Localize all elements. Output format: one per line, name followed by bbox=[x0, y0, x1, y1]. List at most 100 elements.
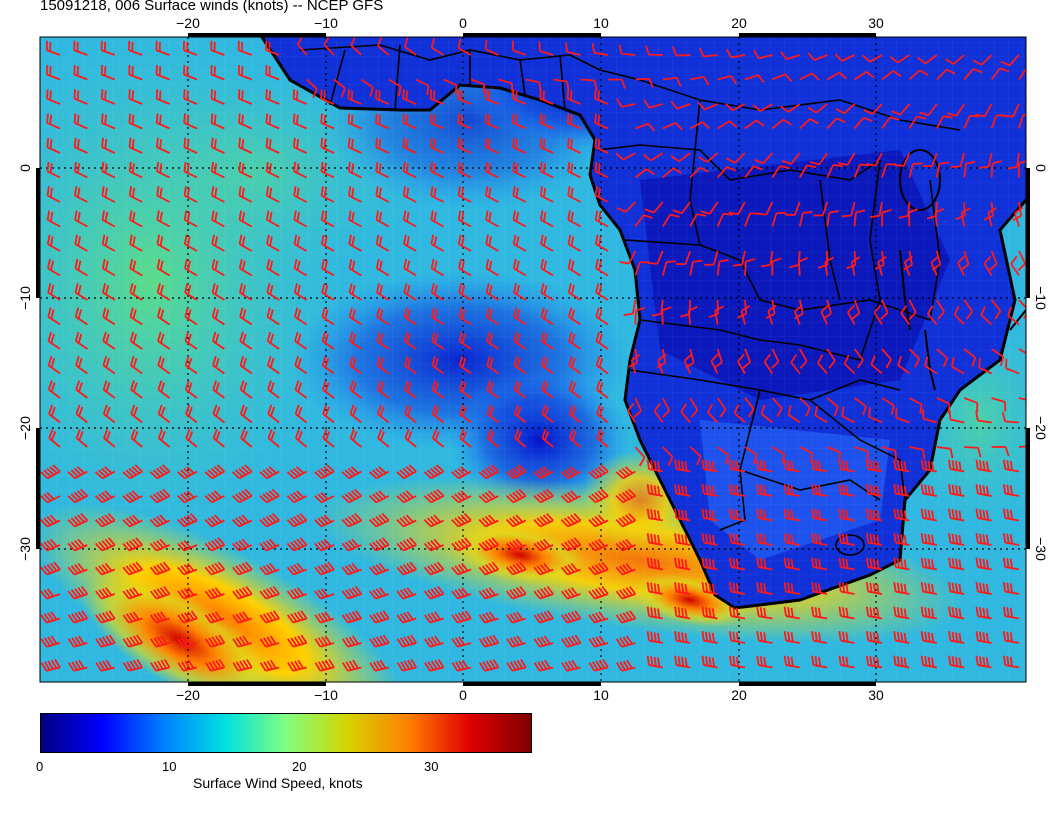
wind-barb bbox=[404, 404, 417, 424]
wind-barb bbox=[680, 403, 691, 424]
wind-barb bbox=[239, 404, 253, 424]
wind-barb bbox=[533, 585, 554, 600]
wind-barb bbox=[102, 404, 116, 424]
frame-bar bbox=[1026, 168, 1030, 298]
axis-labels: −20 −20 −10 −10 0 0 10 10 20 20 30 30 0 0 −10 −10 −20 −20… bbox=[17, 15, 1049, 700]
wind-barb bbox=[514, 428, 527, 448]
wind-barb bbox=[513, 307, 527, 326]
wind-barb bbox=[478, 514, 499, 528]
wind-barb bbox=[486, 404, 499, 424]
wind-barb bbox=[683, 353, 693, 374]
wind-barb bbox=[975, 103, 993, 118]
wind-barb bbox=[424, 635, 444, 648]
wind-barb bbox=[205, 658, 226, 672]
wind-barb bbox=[183, 186, 198, 203]
wind-barb bbox=[184, 258, 198, 277]
wind-barb bbox=[909, 446, 926, 460]
wind-barb bbox=[314, 561, 335, 576]
wind-barb bbox=[342, 659, 362, 672]
wind-barb bbox=[893, 631, 910, 644]
wind-barb bbox=[348, 258, 362, 277]
wind-barb bbox=[293, 186, 308, 203]
wind-barb bbox=[737, 299, 748, 319]
wind-barb bbox=[838, 631, 855, 644]
wind-barb bbox=[900, 304, 911, 326]
wind-barb bbox=[687, 305, 698, 325]
wind-barb bbox=[75, 380, 88, 399]
wind-barb bbox=[934, 207, 945, 227]
wind-barb bbox=[889, 54, 910, 64]
wind-barb bbox=[505, 488, 527, 504]
wind-barb bbox=[74, 307, 88, 326]
wind-barb bbox=[948, 631, 965, 644]
wind-barb bbox=[511, 40, 527, 56]
colorbar-tick: 20 bbox=[292, 759, 307, 774]
lon-tick-label: 10 bbox=[593, 687, 609, 700]
wind-barb bbox=[838, 655, 855, 669]
wind-barb bbox=[321, 356, 335, 375]
wind-barb bbox=[1007, 152, 1020, 170]
wind-barb bbox=[540, 307, 554, 326]
wind-barb bbox=[47, 331, 61, 350]
wind-barb bbox=[920, 582, 937, 595]
wind-barb bbox=[948, 410, 965, 424]
wind-barb bbox=[865, 582, 883, 595]
wind-barb bbox=[204, 464, 226, 480]
wind-barb bbox=[646, 582, 663, 595]
wind-barb bbox=[348, 210, 362, 228]
wind-barb bbox=[177, 540, 198, 552]
wind-barb bbox=[238, 210, 253, 228]
wind-barb bbox=[512, 161, 527, 179]
lon-tick-label: 0 bbox=[459, 687, 467, 700]
wind-barb bbox=[615, 585, 637, 600]
wind-barb bbox=[783, 484, 800, 497]
wind-barb bbox=[122, 514, 143, 528]
wind-barb bbox=[360, 78, 374, 97]
wind-barb bbox=[314, 538, 335, 552]
wind-barb bbox=[588, 514, 609, 528]
wind-barb bbox=[826, 117, 846, 130]
wind-barb bbox=[785, 201, 801, 216]
wind-barb bbox=[701, 484, 718, 497]
wind-barb bbox=[850, 256, 861, 276]
wind-barb bbox=[674, 508, 691, 522]
wind-barb bbox=[797, 257, 808, 276]
wind-barb bbox=[259, 610, 280, 624]
wind-barb bbox=[948, 606, 965, 620]
wind-barb bbox=[835, 103, 856, 115]
wind-barb bbox=[210, 137, 225, 154]
wind-barb bbox=[728, 557, 746, 571]
wind-barb bbox=[701, 631, 718, 644]
lon-tick-label: 20 bbox=[731, 15, 747, 31]
wind-barb bbox=[457, 161, 472, 179]
wind-barb bbox=[588, 538, 609, 552]
wind-barb bbox=[841, 201, 856, 218]
wind-barb bbox=[404, 428, 417, 448]
wind-barb bbox=[630, 353, 641, 374]
wind-barb bbox=[594, 89, 609, 105]
wind-barb bbox=[423, 585, 445, 600]
wind-barb bbox=[424, 658, 445, 672]
wind-barb bbox=[990, 299, 1002, 320]
wind-barb bbox=[674, 631, 691, 644]
country-borders bbox=[299, 44, 961, 531]
wind-barb bbox=[122, 658, 143, 672]
wind-barb bbox=[512, 137, 527, 154]
wind-barb bbox=[204, 490, 225, 504]
wind-barb bbox=[607, 78, 626, 89]
wind-barb bbox=[102, 331, 116, 350]
wind-barb bbox=[854, 70, 875, 81]
wind-barb bbox=[458, 380, 472, 399]
wind-barb bbox=[431, 380, 445, 399]
wind-barb bbox=[512, 258, 527, 277]
wind-barb bbox=[75, 404, 88, 424]
wind-barb bbox=[314, 464, 335, 480]
wind-barb bbox=[838, 484, 855, 497]
wind-barb bbox=[865, 484, 883, 497]
wind-barb bbox=[701, 557, 718, 571]
wind-barb bbox=[533, 488, 554, 504]
wind-barb bbox=[595, 380, 609, 399]
wind-barb bbox=[451, 490, 472, 504]
wind-barb bbox=[771, 348, 780, 369]
wind-barb bbox=[948, 557, 965, 571]
